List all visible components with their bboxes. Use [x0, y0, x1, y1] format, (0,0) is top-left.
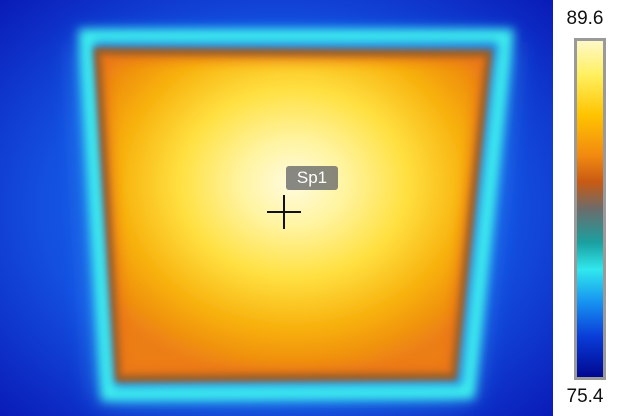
temperature-scale: 89.6 75.4: [553, 0, 617, 416]
crosshair-vertical-line: [283, 195, 285, 229]
scale-max-value: 89.6: [566, 8, 604, 29]
spot-label: Sp1: [286, 166, 338, 190]
crosshair-icon: [267, 195, 301, 229]
heat-map: [0, 0, 553, 416]
color-bar: [574, 38, 606, 380]
thermal-image: Sp1: [0, 0, 553, 416]
scale-min-value: 75.4: [566, 386, 604, 407]
